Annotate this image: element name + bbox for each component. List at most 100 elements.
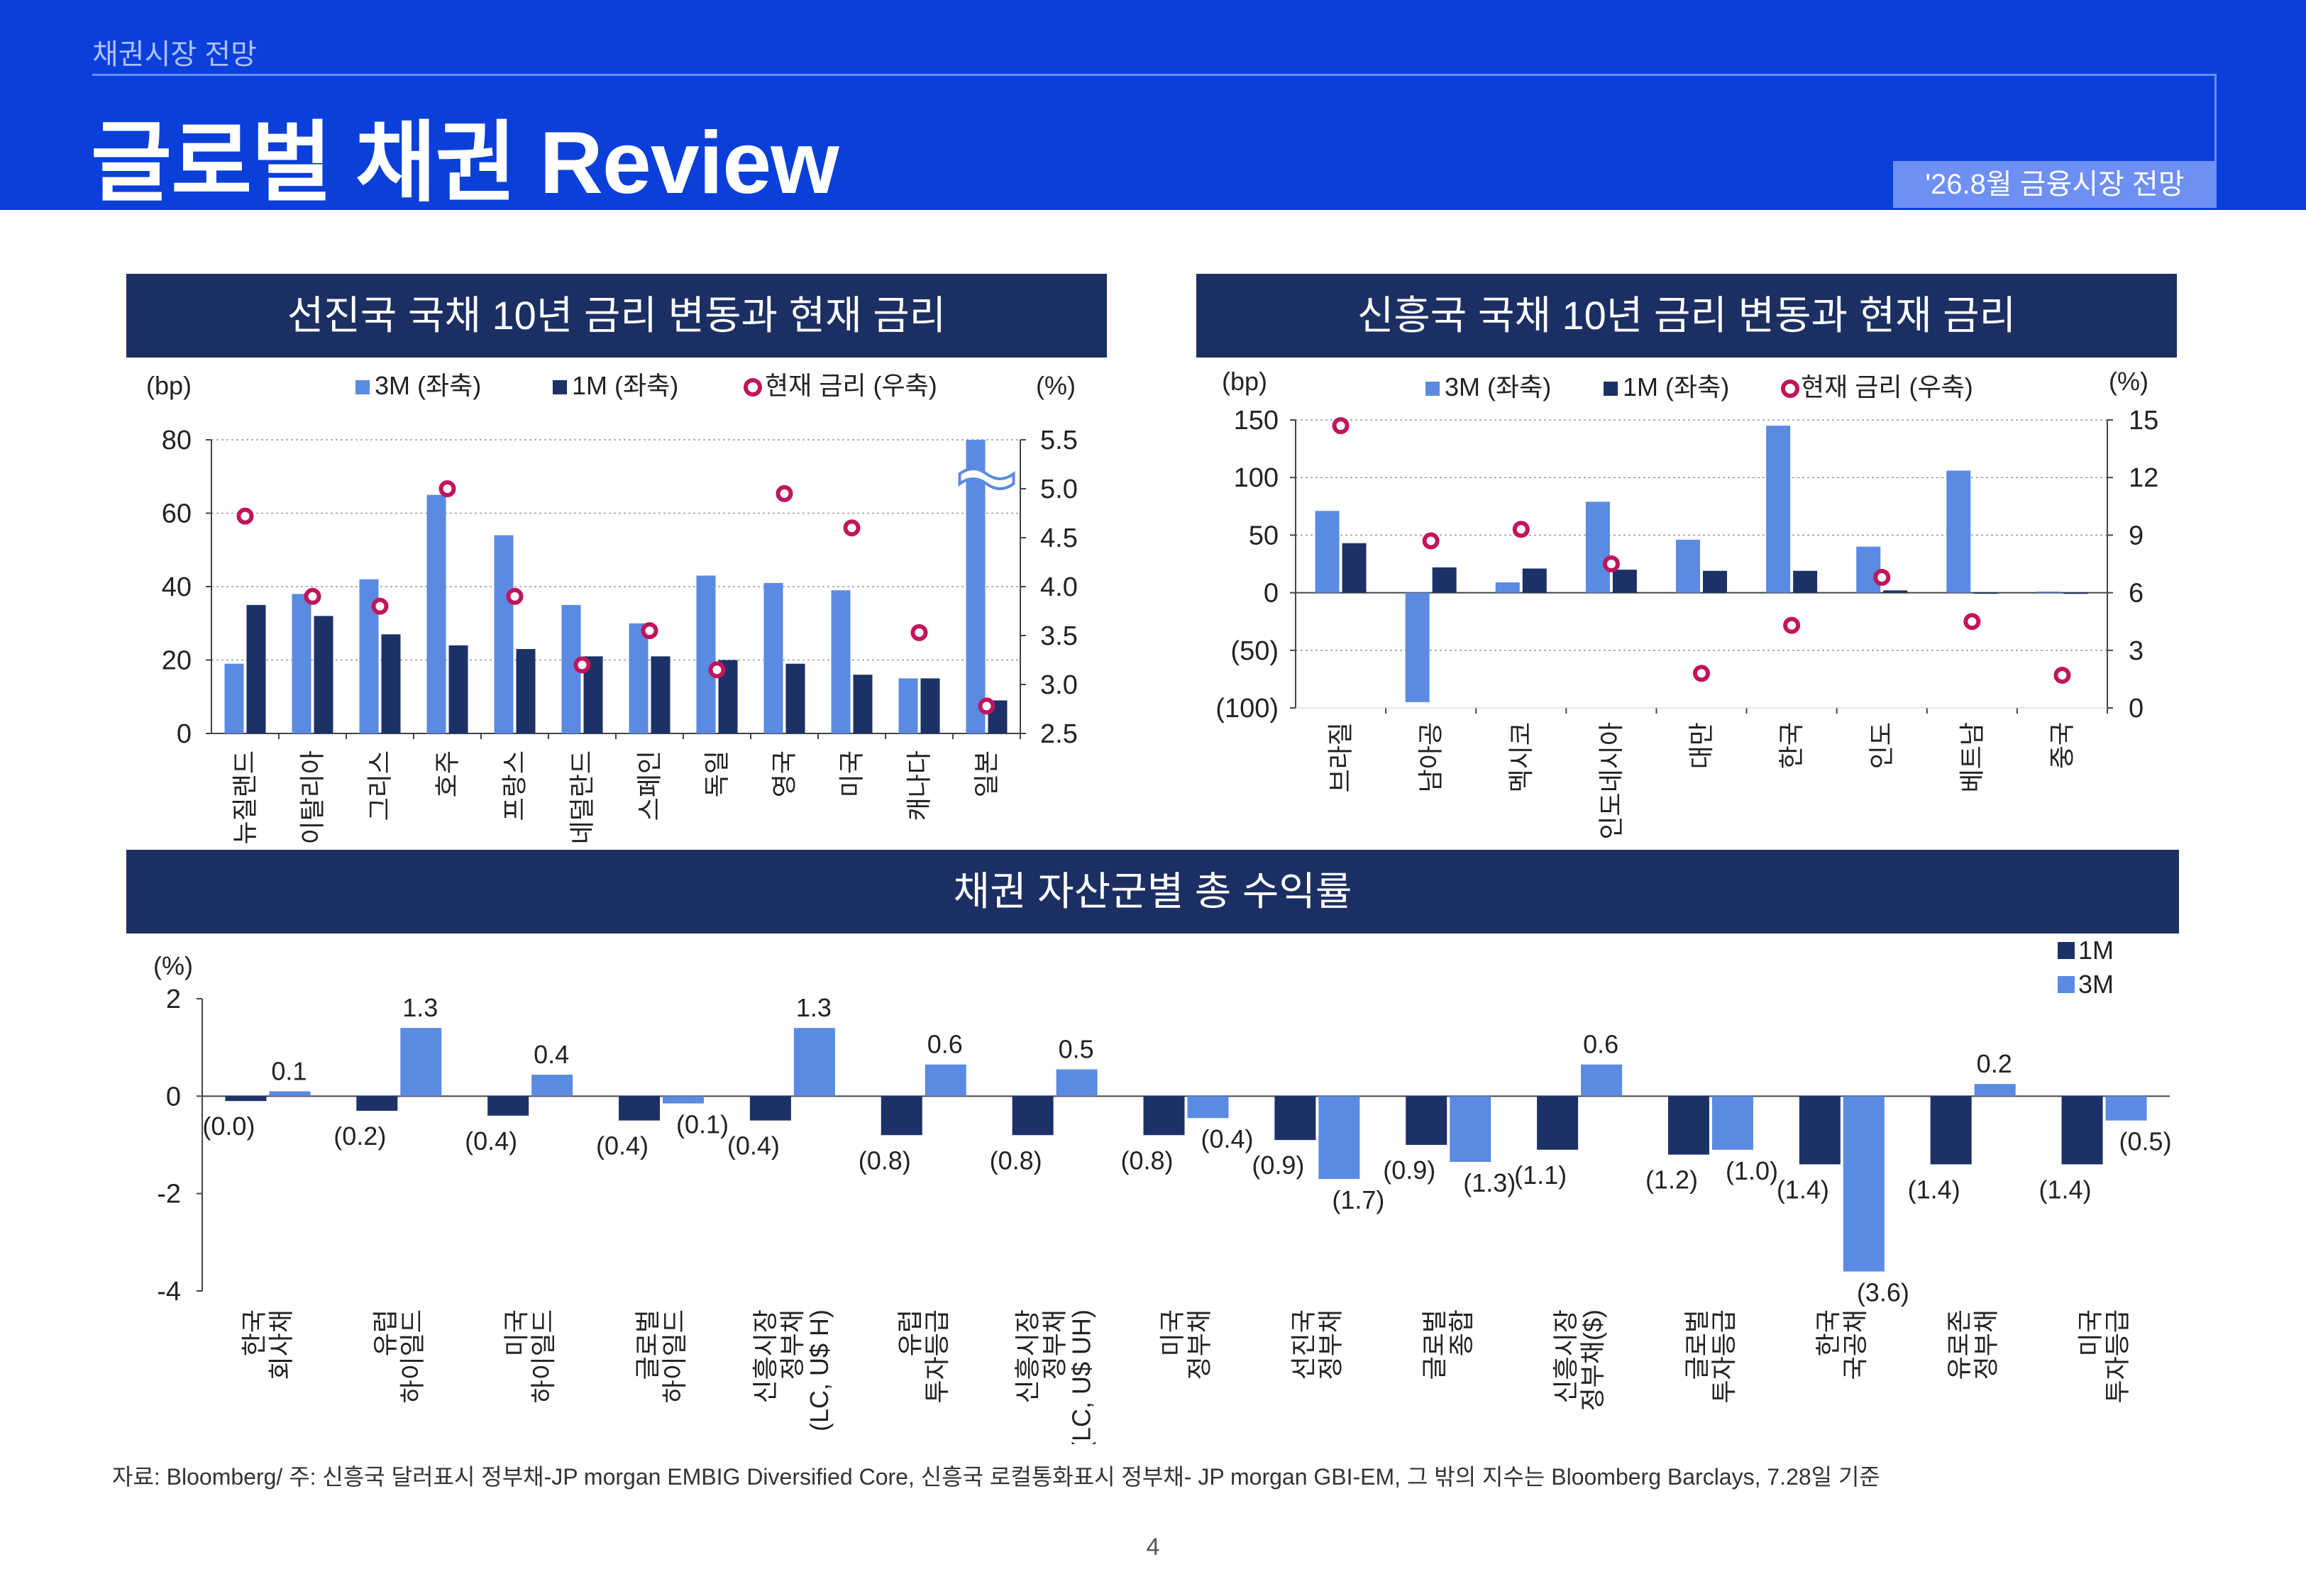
bar-3m	[696, 575, 716, 733]
data-label-1m: (0.8)	[990, 1146, 1042, 1175]
rate-marker	[1783, 616, 1801, 634]
section-kicker: 채권시장 전망	[92, 39, 257, 70]
bar-1m	[1883, 590, 1908, 593]
bar-1m	[881, 1096, 922, 1136]
y-tick-label: 50	[1249, 521, 1279, 550]
x-tick-label: 독일	[702, 750, 732, 797]
x-tick-label: 투자등급	[922, 1309, 951, 1403]
x-tick-label: 정부채	[1040, 1309, 1069, 1380]
bar-1m	[314, 616, 333, 733]
x-tick-label: (LC, U$ UH)	[1067, 1309, 1096, 1444]
rate-marker	[910, 624, 928, 641]
y2-tick-label: 3	[2129, 636, 2144, 666]
x-tick-label: 투자등급	[1709, 1309, 1738, 1403]
chart-legend: 3M (좌축) 1M (좌축) 현재 금리 (우축)	[1425, 372, 1973, 401]
x-tick-label: 투자등급	[2103, 1309, 2132, 1403]
bar-1m	[246, 604, 266, 733]
bar-1m	[1667, 1096, 1709, 1155]
bar-1m	[1012, 1096, 1054, 1136]
x-tick-label: 글로벌	[633, 1309, 662, 1380]
rate-marker	[304, 587, 321, 605]
bar-3m	[531, 1075, 573, 1097]
data-label-1m: (0.9)	[1252, 1151, 1304, 1180]
rate-marker	[1512, 521, 1530, 538]
data-label-1m: (0.4)	[727, 1131, 780, 1160]
bar-3m	[966, 440, 986, 733]
page-title: 글로벌 채권 Review	[91, 114, 839, 212]
legend-marker-rate	[1781, 379, 1799, 398]
bar-1m	[2063, 592, 2088, 594]
bar-3m	[1974, 1084, 2016, 1097]
x-tick-label: 인도네시아	[1596, 722, 1626, 840]
x-tick-label: 선진국	[1289, 1309, 1318, 1380]
y-tick-label: 0	[1264, 579, 1279, 609]
legend-swatch-3m	[2058, 976, 2075, 993]
bar-1m	[1793, 570, 1818, 593]
x-tick-label: 영국	[770, 750, 799, 797]
bar-1m	[1930, 1096, 1972, 1165]
bar-1m	[487, 1096, 529, 1116]
y-tick-label: 0	[166, 1082, 181, 1112]
x-tick-label: 대만	[1687, 722, 1716, 769]
data-label-1m: (0.2)	[333, 1121, 386, 1151]
legend-swatch-1m	[553, 380, 567, 394]
y-tick-label: (100)	[1215, 694, 1279, 724]
data-label-3m: (0.1)	[676, 1110, 729, 1139]
x-tick-label: 하이일드	[660, 1309, 689, 1403]
x-tick-label: 글로벌	[1420, 1309, 1449, 1380]
data-label-3m: 0.1	[271, 1056, 307, 1085]
bar-3m	[1766, 426, 1791, 593]
bar-3m	[925, 1064, 966, 1097]
x-tick-label: 하이일드	[397, 1309, 426, 1403]
x-tick-label: 한국	[1814, 1309, 1843, 1356]
data-label-1m: (0.4)	[596, 1131, 649, 1160]
rate-marker	[371, 597, 389, 615]
header-divider	[92, 74, 2217, 76]
emerging-chart-title: 신흥국 국채 10년 금리 변동과 현재 금리	[1196, 274, 2177, 358]
data-label-3m: (3.6)	[1857, 1278, 1909, 1307]
data-label-3m: (0.4)	[1201, 1124, 1253, 1153]
legend-swatch-1m	[1604, 382, 1618, 396]
data-label-3m: 0.5	[1059, 1035, 1094, 1064]
right-axis-unit: (%)	[1036, 371, 1076, 400]
bar-1m	[1799, 1096, 1841, 1165]
legend-swatch-3m	[355, 380, 370, 394]
rate-marker	[1873, 568, 1891, 586]
x-tick-label: 유럽	[895, 1309, 925, 1356]
bar-1m	[749, 1096, 791, 1121]
legend-label-rate: 현재 금리 (우축)	[1801, 372, 1973, 401]
y2-tick-label: 4.0	[1040, 572, 1078, 602]
data-label-1m: (1.1)	[1514, 1160, 1567, 1190]
rate-marker	[1963, 613, 1981, 631]
legend-marker-rate	[744, 378, 762, 397]
legend-label-rate: 현재 금리 (우축)	[765, 371, 937, 400]
bar-1m	[516, 648, 536, 733]
x-tick-label: 프랑스	[500, 750, 529, 821]
rate-marker	[978, 697, 995, 715]
bar-1m	[1274, 1096, 1316, 1141]
plot-area: 0 20 40 60 80 2.5 3.0 3.5 4.0 4.5 5.0 5.5 뉴질랜드 이탈리아 그리…	[162, 426, 1078, 844]
bond-returns-chart: (%) 1M 3M -4-202(0.0)0.1한국회사채(0.2)1.3유럽하…	[153, 936, 2172, 1444]
header-divider-vertical	[2214, 74, 2217, 205]
report-badge: '26.8월 금융시장 전망	[1893, 161, 2217, 208]
x-tick-label: 브라질	[1326, 722, 1355, 792]
rate-marker	[2053, 666, 2071, 684]
bar-3m	[224, 663, 244, 733]
y-tick-label: 100	[1234, 463, 1279, 493]
x-tick-label: 캐나다	[905, 750, 934, 821]
bar-3m	[1056, 1069, 1098, 1097]
x-tick-label: 글로벌	[1682, 1309, 1711, 1380]
bar-1m	[356, 1096, 398, 1111]
bar-1m	[1432, 567, 1457, 593]
bar-1m	[1703, 570, 1727, 593]
source-note: 자료: Bloomberg/ 주: 신흥국 달러표시 정부채-JP morgan…	[112, 1464, 1880, 1490]
bar-3m	[1843, 1096, 1885, 1272]
rate-marker	[236, 507, 254, 525]
left-axis-unit: (bp)	[146, 371, 192, 400]
bar-3m	[793, 1028, 835, 1097]
y-tick-label: 20	[162, 646, 192, 676]
y2-tick-label: 3.0	[1040, 670, 1078, 700]
legend-label-1m: 1M (좌축)	[572, 371, 678, 400]
rate-marker	[1332, 417, 1350, 435]
bar-1m	[1406, 1096, 1447, 1145]
